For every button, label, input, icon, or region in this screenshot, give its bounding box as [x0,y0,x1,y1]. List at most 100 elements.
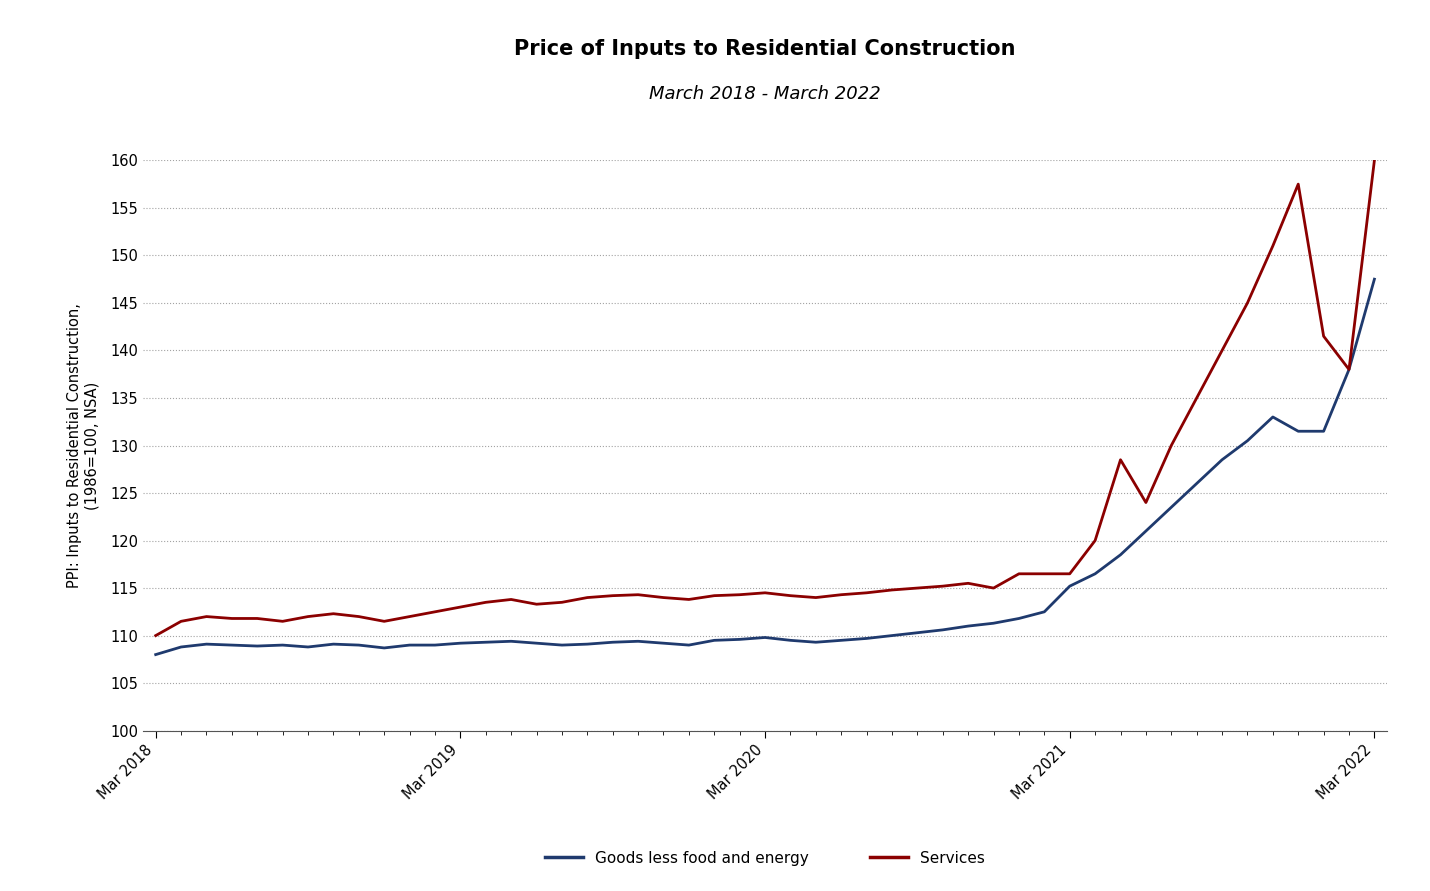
Services [808,593,825,603]
Services [884,584,901,595]
Services [376,616,393,626]
Services [960,578,977,589]
Goods less food and energy [1035,607,1052,617]
Goods less food and energy [629,636,646,647]
Text: Price of Inputs to Residential Construction: Price of Inputs to Residential Construct… [515,39,1015,59]
Services [1113,454,1130,465]
Goods less food and energy [400,640,418,650]
Services [1340,364,1357,375]
Goods less food and energy [1061,581,1078,592]
Services [1316,331,1333,341]
Goods less food and energy [1238,436,1256,446]
Services [1035,568,1052,579]
Goods less food and energy [1087,568,1104,579]
Services [629,589,646,600]
Services [655,593,672,603]
Services [1011,568,1028,579]
Goods less food and energy [147,650,164,660]
Goods less food and energy [553,640,571,650]
Goods less food and energy [1113,550,1130,560]
Goods less food and energy [299,642,316,652]
Services [1087,535,1104,546]
Services [197,611,214,622]
Services [1163,440,1180,451]
Services [782,591,799,601]
Goods less food and energy [884,630,901,641]
Services [1238,298,1256,308]
Goods less food and energy [603,637,621,648]
Goods less food and energy [681,640,698,650]
Goods less food and energy [1011,613,1028,624]
Goods less food and energy [985,617,1002,628]
Services [934,581,951,592]
Goods less food and energy [909,627,927,638]
Goods less food and energy [426,640,443,650]
Goods less food and energy [325,639,342,650]
Goods less food and energy [1340,364,1357,375]
Goods less food and energy [934,625,951,635]
Services [249,613,266,624]
Services [756,587,774,598]
Goods less food and energy [655,638,672,649]
Goods less food and energy [1264,412,1281,422]
Services [502,594,519,605]
Goods less food and energy [275,640,292,650]
Legend: Goods less food and energy, Services: Goods less food and energy, Services [545,851,985,865]
Services [173,616,190,626]
Goods less food and energy [705,635,722,646]
Line: Services: Services [156,160,1374,635]
Goods less food and energy [249,641,266,651]
Services [579,593,596,603]
Goods less food and energy [1366,274,1383,284]
Services [858,587,875,598]
Services [1061,568,1078,579]
Services [426,607,443,617]
Services [1366,155,1383,166]
Goods less food and energy [502,636,519,647]
Services [832,589,849,600]
Goods less food and energy [197,639,214,650]
Services [985,583,1002,593]
Services [1188,393,1205,404]
Services [553,597,571,608]
Services [350,611,368,622]
Goods less food and energy [223,640,240,650]
Goods less food and energy [350,640,368,650]
Y-axis label: PPI: Inputs to Residential Construction,
(1986=100, NSA): PPI: Inputs to Residential Construction,… [67,303,99,588]
Services [1214,345,1231,356]
Goods less food and energy [1214,454,1231,465]
Goods less food and energy [1188,478,1205,489]
Services [275,616,292,626]
Services [681,594,698,605]
Goods less food and energy [731,634,748,645]
Goods less food and energy [1163,502,1180,512]
Goods less food and energy [579,639,596,650]
Goods less food and energy [173,642,190,652]
Goods less food and energy [1137,526,1154,536]
Services [223,613,240,624]
Goods less food and energy [960,621,977,632]
Services [1264,241,1281,251]
Services [478,597,495,608]
Goods less food and energy [528,638,545,649]
Services [909,583,927,593]
Text: March 2018 - March 2022: March 2018 - March 2022 [649,85,881,102]
Services [400,611,418,622]
Line: Goods less food and energy: Goods less food and energy [156,279,1374,655]
Goods less food and energy [858,634,875,644]
Goods less food and energy [478,637,495,648]
Services [325,609,342,619]
Services [1137,497,1154,508]
Services [731,589,748,600]
Services [452,601,469,612]
Goods less food and energy [1290,426,1307,437]
Services [147,630,164,641]
Goods less food and energy [808,637,825,648]
Services [299,611,316,622]
Services [603,591,621,601]
Goods less food and energy [376,642,393,653]
Goods less food and energy [782,635,799,646]
Services [705,591,722,601]
Goods less food and energy [1316,426,1333,437]
Services [1290,179,1307,190]
